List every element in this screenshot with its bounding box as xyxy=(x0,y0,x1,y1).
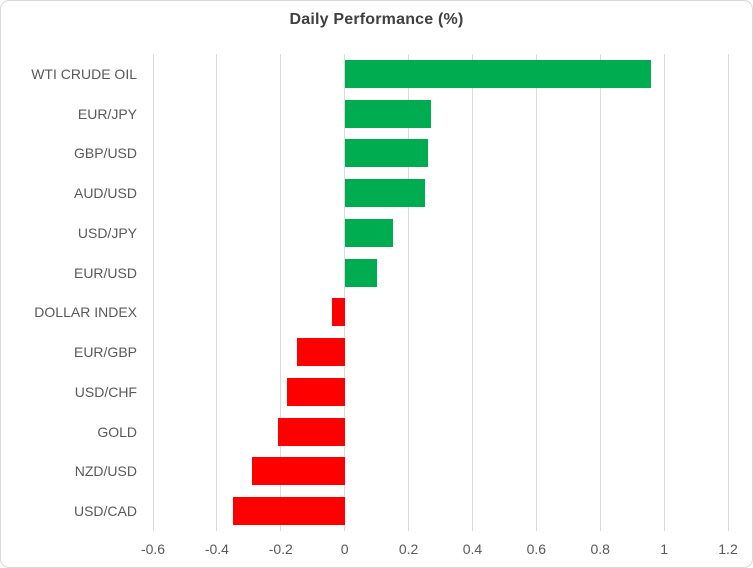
bar-eur-gbp xyxy=(296,338,345,367)
x-tick-label-1: 1 xyxy=(660,541,669,557)
gridline-0.2 xyxy=(408,54,410,531)
chart-title: Daily Performance (%) xyxy=(289,11,464,28)
gridline-0.4 xyxy=(471,54,473,531)
gridline-0 xyxy=(344,54,346,531)
category-label-gold: GOLD xyxy=(97,423,137,440)
x-tick-label--0.4: -0.4 xyxy=(204,541,229,557)
category-label-usd-jpy: USD/JPY xyxy=(77,224,137,241)
x-tick-label-0.2: 0.2 xyxy=(398,541,419,557)
gridline--0.6 xyxy=(152,54,154,531)
category-label-nzd-usd: NZD/USD xyxy=(74,463,137,480)
bar-usd-chf xyxy=(287,377,345,406)
gridline-0.8 xyxy=(599,54,601,531)
bar-gbp-usd xyxy=(344,139,428,168)
bar-wti-crude-oil xyxy=(344,59,652,88)
gridline-1.2 xyxy=(727,54,729,531)
x-tick-label-0.6: 0.6 xyxy=(526,541,547,557)
x-tick-label--0.2: -0.2 xyxy=(268,541,293,557)
bar-aud-usd xyxy=(344,179,425,208)
bar-usd-jpy xyxy=(344,218,393,247)
category-label-eur-usd: EUR/USD xyxy=(73,264,137,281)
category-label-usd-chf: USD/CHF xyxy=(74,383,137,400)
bar-usd-cad xyxy=(232,497,345,526)
gridline-0.6 xyxy=(535,54,537,531)
category-label-eur-jpy: EUR/JPY xyxy=(77,105,137,122)
x-tick-label-1.2: 1.2 xyxy=(718,541,738,557)
gridline--0.4 xyxy=(216,54,218,531)
bar-gold xyxy=(277,417,345,446)
category-label-usd-cad: USD/CAD xyxy=(73,503,137,520)
x-tick-label-0: 0 xyxy=(340,541,349,557)
category-label-gbp-usd: GBP/USD xyxy=(73,145,137,162)
x-tick-label-0.8: 0.8 xyxy=(590,541,610,557)
category-label-dollar-index: DOLLAR INDEX xyxy=(34,304,137,321)
bar-nzd-usd xyxy=(252,457,345,486)
bar-eur-usd xyxy=(344,258,377,287)
bar-dollar-index xyxy=(331,298,345,327)
gridline--0.2 xyxy=(280,54,282,531)
category-label-eur-gbp: EUR/GBP xyxy=(73,344,137,361)
bar-eur-jpy xyxy=(344,99,431,128)
category-label-wti-crude-oil: WTI CRUDE OIL xyxy=(31,65,137,82)
category-label-aud-usd: AUD/USD xyxy=(73,185,137,202)
gridline-1 xyxy=(663,54,665,531)
x-tick-label-0.4: 0.4 xyxy=(462,541,483,557)
x-tick-label--0.6: -0.6 xyxy=(140,541,166,557)
